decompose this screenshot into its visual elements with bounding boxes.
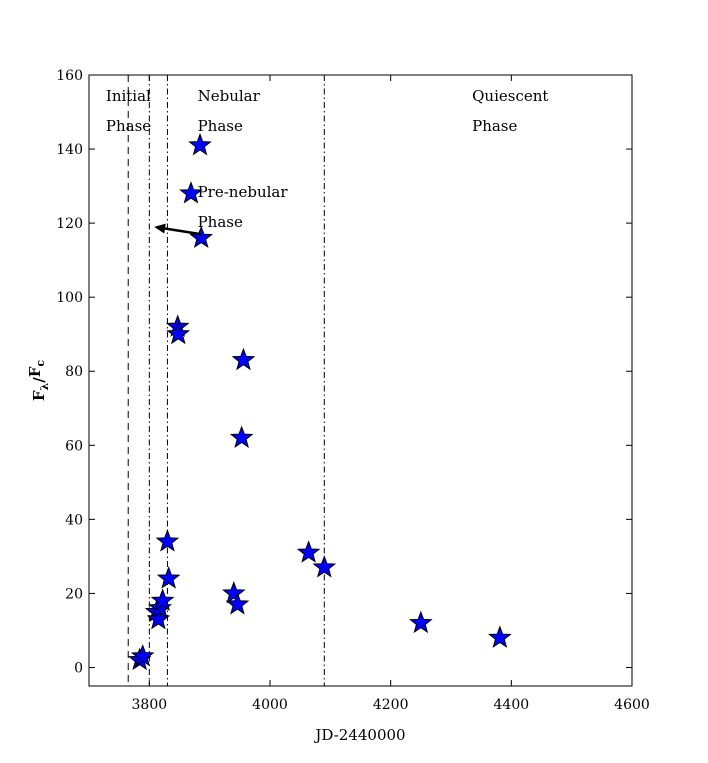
- data-point-star: [488, 625, 512, 648]
- x-tick-label: 4000: [252, 697, 288, 713]
- data-point-star: [409, 610, 433, 634]
- phase-boundary-lines: [127, 75, 325, 686]
- phase-annotation: Nebular Phase: [198, 87, 261, 135]
- data-point-star: [229, 425, 254, 448]
- y-tick-label: 120: [56, 216, 83, 232]
- phase-annotation: Pre-nebular Phase: [198, 183, 289, 231]
- data-point-star: [312, 555, 337, 578]
- plot-frame: [88, 74, 633, 687]
- arrow-annotation: [154, 223, 202, 236]
- x-tick-label: 4200: [373, 697, 409, 713]
- y-tick-label: 140: [56, 142, 83, 158]
- y-axis-label: Fλ/Fc: [26, 360, 51, 402]
- y-tick-label: 160: [56, 68, 83, 84]
- y-tick-label: 20: [65, 586, 83, 602]
- data-point-star: [221, 580, 246, 604]
- data-point-star: [155, 529, 180, 552]
- data-point-star: [231, 347, 256, 371]
- data-point-star: [189, 225, 214, 248]
- data-point-star: [166, 321, 191, 345]
- data-point-star: [130, 643, 155, 667]
- data-point-star: [179, 181, 203, 204]
- y-tick-label: 80: [65, 364, 83, 380]
- y-tick-label: 40: [65, 512, 83, 528]
- data-point-star: [188, 132, 212, 156]
- data-point-star: [150, 588, 175, 611]
- x-tick-label: 4400: [494, 697, 530, 713]
- phase-annotation: Quiescent Phase: [472, 87, 548, 135]
- y-tick-label: 100: [56, 290, 83, 306]
- x-tick-label: 4600: [614, 697, 650, 713]
- data-point-star: [296, 540, 321, 563]
- data-point-star: [225, 592, 250, 615]
- x-axis-label: JD-2440000: [313, 726, 405, 744]
- data-point-star: [156, 566, 181, 589]
- phase-annotations: Initial Phase Nebular Phase Pre-nebular Phase…: [106, 87, 549, 231]
- y-tick-label: 0: [74, 660, 83, 676]
- y-tick-label: 60: [65, 438, 83, 454]
- arrow-shaft: [164, 227, 202, 236]
- phase-annotation: Initial Phase: [106, 87, 151, 135]
- x-axis-ticks: 3800 4000 4200 4400 4600: [132, 75, 650, 713]
- arrow-head: [154, 223, 166, 234]
- y-axis-ticks: 0 20 40 60 80 100 120 140 160: [56, 68, 632, 676]
- x-tick-label: 3800: [132, 697, 168, 713]
- data-points: [127, 132, 512, 671]
